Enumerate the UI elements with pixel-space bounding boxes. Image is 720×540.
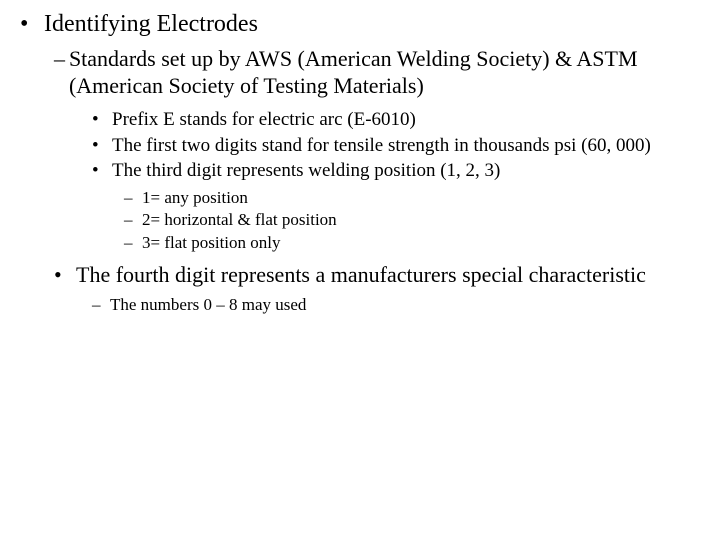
bullet-dot: • [92,135,112,157]
level2-item: – Standards set up by AWS (American Weld… [54,45,700,100]
level1-item: • Identifying Electrodes [20,10,700,39]
b4-text: The fourth digit represents a manufactur… [76,261,646,289]
b1-text: Prefix E stands for electric arc (E-6010… [112,108,416,132]
level4b-item: – The numbers 0 – 8 may used [92,294,700,315]
bullet-dot: • [20,11,44,38]
bullet-dash: – [92,295,110,315]
b2-text: The first two digits stand for tensile s… [112,134,651,158]
bullet-dash: – [54,46,69,72]
b3-text: The third digit represents welding posit… [112,159,500,183]
p2-text: 2= horizontal & flat position [142,209,337,230]
level4-group: – 1= any position – 2= horizontal & flat… [124,187,700,253]
level3-group: • Prefix E stands for electric arc (E-60… [92,108,700,183]
title-text: Identifying Electrodes [44,10,258,39]
b4sub-text: The numbers 0 – 8 may used [110,294,306,315]
bullet-dot: • [54,262,76,288]
p3-text: 3= flat position only [142,232,281,253]
bullet-dot: • [92,109,112,131]
level2b-item: • The fourth digit represents a manufact… [54,261,700,289]
bullet-dot: • [92,160,112,182]
bullet-dash: – [124,210,142,230]
p1-text: 1= any position [142,187,248,208]
bullet-dash: – [124,233,142,253]
bullet-dash: – [124,188,142,208]
sub1-text: Standards set up by AWS (American Weldin… [69,45,700,100]
